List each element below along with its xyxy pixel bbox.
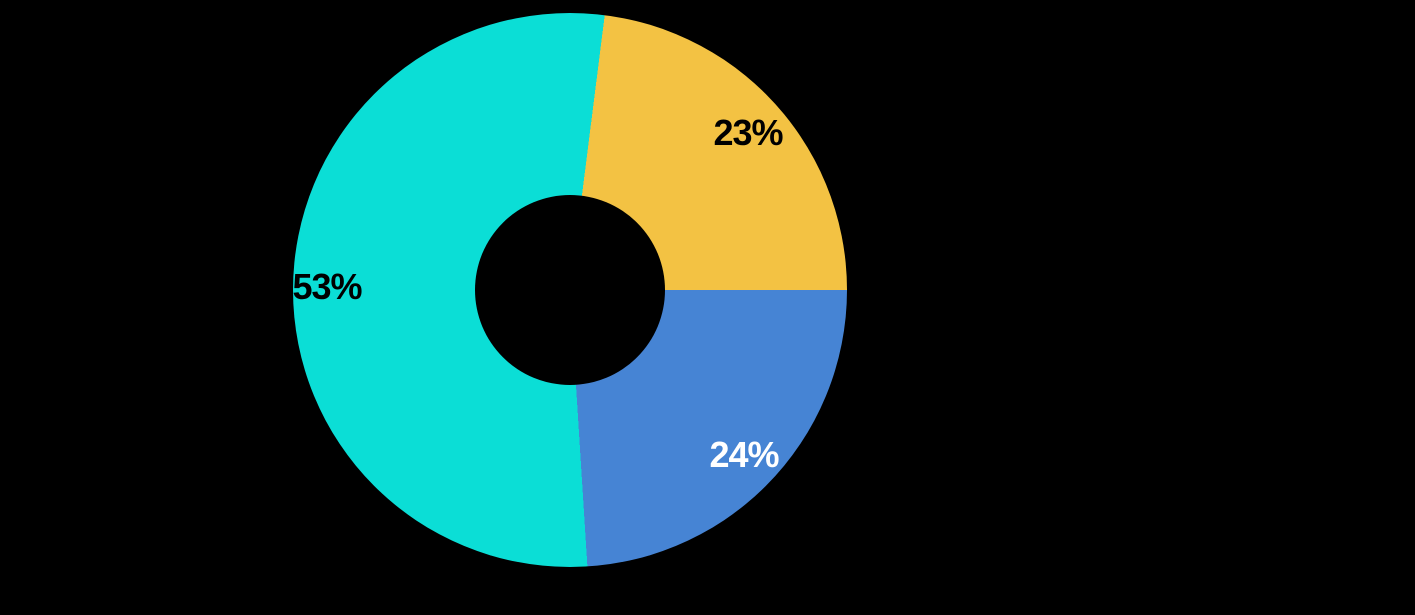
- slice-label-teal: 53%: [292, 266, 362, 307]
- donut-chart: 23% 24% 53%: [292, 13, 847, 567]
- donut-hole: [475, 195, 665, 385]
- slice-label-yellow: 23%: [713, 112, 783, 153]
- slice-label-blue: 24%: [709, 434, 779, 475]
